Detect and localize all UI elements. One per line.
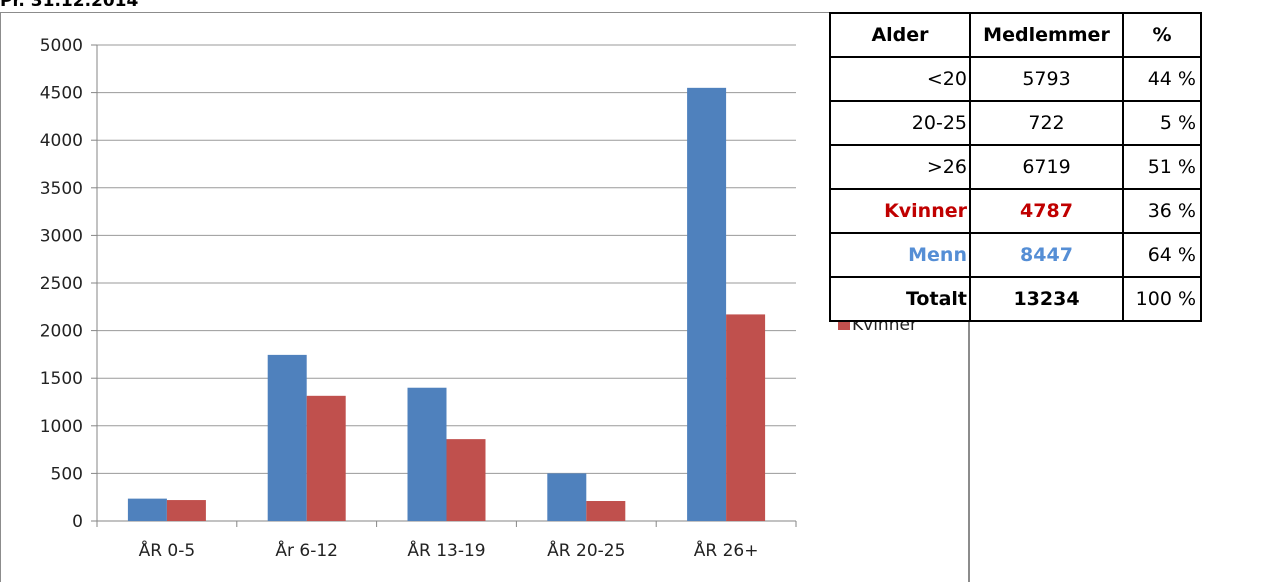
y-tick-label: 5000 <box>40 36 83 56</box>
y-tick-label: 0 <box>72 512 83 532</box>
y-tick-label: 1500 <box>40 369 83 389</box>
y-tick-label: 500 <box>51 464 83 484</box>
table-header-row: Alder Medlemmer % <box>829 12 1202 58</box>
row-label: Kvinner <box>829 188 971 234</box>
row-label: Menn <box>829 232 971 278</box>
row-percent: 51 % <box>1122 144 1202 190</box>
row-value: 6719 <box>969 144 1124 190</box>
bar-menn <box>407 387 447 521</box>
bar-kvinner <box>166 500 206 521</box>
bar-kvinner <box>446 439 486 521</box>
y-tick-label: 2500 <box>40 274 83 294</box>
x-tick-label: ÅR 13-19 <box>407 539 485 561</box>
y-tick-label: 1000 <box>40 417 83 437</box>
bar-menn <box>267 354 307 521</box>
membership-table: Alder Medlemmer % <20 5793 44 % 20-25 72… <box>829 12 1202 322</box>
bar-kvinner <box>726 314 766 521</box>
row-percent: 100 % <box>1122 276 1202 322</box>
row-value: 4787 <box>969 188 1124 234</box>
y-tick-label: 3500 <box>40 179 83 199</box>
bar-kvinner <box>306 395 346 521</box>
row-label: Totalt <box>829 276 971 322</box>
x-tick-label: År 6-12 <box>275 539 338 561</box>
row-percent: 64 % <box>1122 232 1202 278</box>
bar-kvinner <box>586 501 626 521</box>
row-percent: 5 % <box>1122 100 1202 146</box>
x-tick-label: ÅR 20-25 <box>547 539 625 561</box>
row-percent: 44 % <box>1122 56 1202 102</box>
row-label: <20 <box>829 56 971 102</box>
y-tick-label: 2000 <box>40 322 83 342</box>
table-row: >26 6719 51 % <box>829 144 1202 190</box>
table-row-menn: Menn 8447 64 % <box>829 232 1202 278</box>
row-value: 8447 <box>969 232 1124 278</box>
table-row: <20 5793 44 % <box>829 56 1202 102</box>
bar-menn <box>547 473 587 521</box>
table-row-totalt: Totalt 13234 100 % <box>829 276 1202 322</box>
row-label: 20-25 <box>829 100 971 146</box>
row-value: 5793 <box>969 56 1124 102</box>
header-alder: Alder <box>829 12 971 58</box>
chart-area: 0 500 1000 1500 2000 2500 3000 3500 4000 4500 5000… <box>0 12 970 582</box>
header-medlemmer: Medlemmer <box>969 12 1124 58</box>
header-percent: % <box>1122 12 1202 58</box>
bar-chart: 0 500 1000 1500 2000 2500 3000 3500 4000 4500 5000… <box>40 36 917 561</box>
x-tick-label: ÅR 26+ <box>694 539 759 561</box>
page-title: Pr. 31.12.2014 <box>0 0 139 11</box>
row-percent: 36 % <box>1122 188 1202 234</box>
table-row-kvinner: Kvinner 4787 36 % <box>829 188 1202 234</box>
row-value: 13234 <box>969 276 1124 322</box>
bar-menn <box>687 87 727 521</box>
y-tick-label: 3000 <box>40 226 83 246</box>
y-tick-label: 4500 <box>40 84 83 104</box>
x-tick-label: ÅR 0-5 <box>139 539 196 561</box>
table-row: 20-25 722 5 % <box>829 100 1202 146</box>
row-label: >26 <box>829 144 971 190</box>
y-tick-label: 4000 <box>40 131 83 151</box>
bar-menn <box>127 498 167 521</box>
row-value: 722 <box>969 100 1124 146</box>
